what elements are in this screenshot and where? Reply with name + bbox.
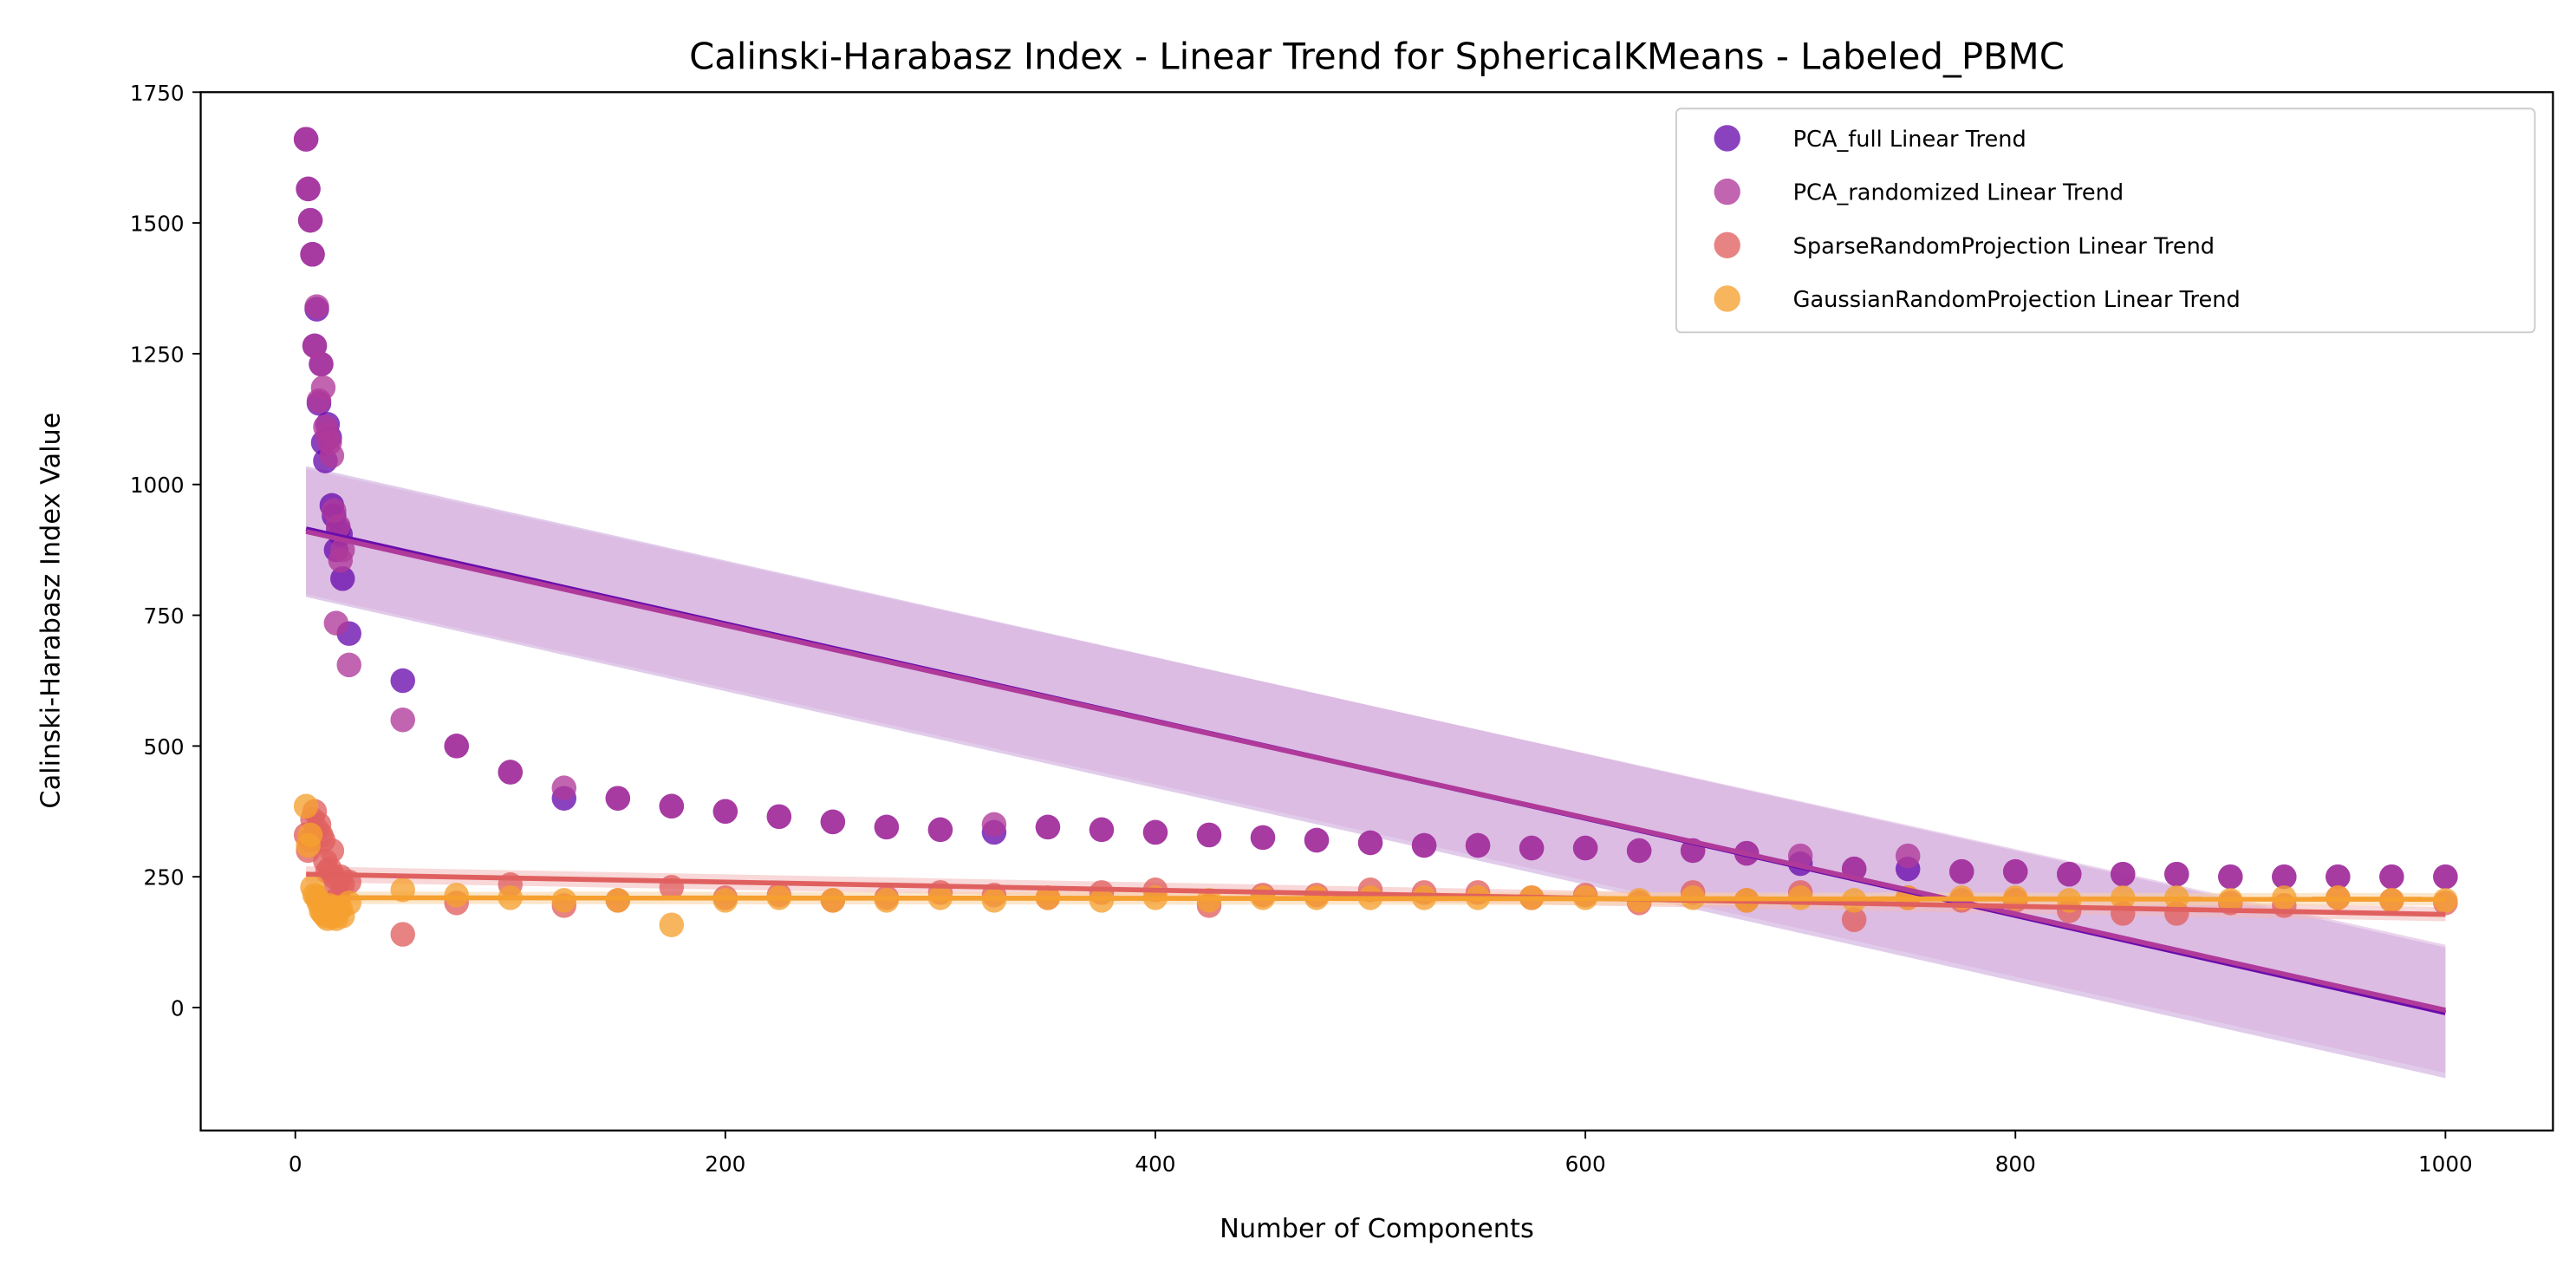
scatter-point	[390, 668, 415, 694]
scatter-point	[2326, 864, 2351, 890]
scatter-point	[1411, 832, 1437, 858]
x-tick-label: 0	[289, 1151, 302, 1177]
scatter-point	[1250, 825, 1276, 851]
y-tick-label: 250	[144, 865, 185, 890]
scatter-point	[712, 799, 738, 825]
scatter-point	[296, 176, 321, 202]
trend-line-2	[306, 871, 2446, 917]
scatter-point	[659, 912, 685, 937]
x-axis: 0 200 400 600 800 1000	[289, 1130, 2473, 1177]
legend-label: SparseRandomProjection Linear Trend	[1793, 233, 2215, 259]
scatter-point	[766, 804, 792, 830]
x-tick-label: 200	[705, 1151, 745, 1177]
y-axis: 0 250 500 750 1000 1250 1500 1750	[130, 81, 201, 1021]
scatter-point	[1841, 907, 1867, 932]
scatter-point	[293, 793, 319, 819]
scatter-point	[1142, 819, 1168, 845]
y-tick-label: 0	[171, 996, 185, 1021]
scatter-point	[323, 610, 349, 636]
scatter-point	[981, 812, 1007, 838]
scatter-point	[297, 207, 323, 233]
y-tick-label: 500	[144, 734, 185, 760]
y-tick-label: 1750	[130, 81, 185, 106]
legend-label: PCA_full Linear Trend	[1793, 127, 2026, 153]
x-axis-label: Number of Components	[1220, 1214, 1534, 1244]
scatter-point	[1626, 838, 1652, 864]
x-tick-label: 400	[1135, 1151, 1175, 1177]
scatter-point	[319, 443, 345, 468]
y-tick-label: 1250	[130, 342, 185, 367]
trend-line-1	[305, 529, 2446, 1013]
scatter-point	[2218, 864, 2243, 890]
legend-marker	[1714, 125, 1740, 152]
scatter-point	[1304, 827, 1330, 853]
scatter-point	[605, 786, 631, 811]
scatter-point	[1196, 822, 1222, 848]
legend: PCA_full Linear Trend PCA_randomized Line…	[1675, 108, 2536, 334]
scatter-point	[330, 566, 355, 591]
y-tick-label: 1000	[130, 473, 185, 498]
scatter-point	[297, 822, 323, 848]
trend-line-3	[306, 895, 2446, 902]
scatter-point	[1089, 817, 1115, 843]
scatter-point	[1948, 858, 1974, 884]
scatter-point	[444, 883, 469, 908]
scatter-point	[498, 760, 524, 785]
legend-label: GaussianRandomProjection Linear Trend	[1793, 287, 2241, 313]
scatter-point	[820, 809, 846, 835]
scatter-point	[2433, 888, 2458, 913]
scatter-point	[300, 242, 325, 267]
scatter-point	[659, 793, 685, 819]
scatter-point	[1895, 843, 1921, 869]
scatter-point	[310, 375, 336, 401]
plot-frame	[199, 91, 2554, 1132]
scatter-point	[1465, 832, 1491, 858]
scatter-point	[927, 817, 953, 843]
scatter-point	[390, 707, 415, 733]
scatter-point	[1519, 835, 1545, 861]
legend-marker	[1714, 232, 1740, 258]
scatter-point	[319, 838, 345, 864]
scatter-point	[2164, 861, 2189, 887]
scatter-point	[309, 351, 334, 377]
chart-title: Calinski-Harabasz Index - Linear Trend f…	[689, 36, 2065, 78]
legend-marker	[1714, 178, 1740, 205]
scatter-point	[1572, 835, 1598, 861]
scatter-point	[2433, 864, 2458, 890]
legend-label: PCA_randomized Linear Trend	[1793, 180, 2124, 206]
scatter-point	[2003, 858, 2028, 884]
scatter-point	[336, 890, 361, 916]
legend-box	[1675, 108, 2536, 334]
x-tick-label: 600	[1565, 1151, 1606, 1177]
y-axis-label: Calinski-Harabasz Index Value	[36, 413, 66, 809]
scatter-point	[2379, 864, 2404, 890]
plot-area	[293, 127, 2458, 1079]
scatter-point	[293, 127, 319, 152]
scatter-point	[2057, 861, 2082, 887]
scatter-point	[304, 294, 329, 319]
x-tick-label: 800	[1995, 1151, 2036, 1177]
scatter-point	[874, 814, 900, 840]
scatter-point	[1035, 814, 1061, 840]
scatter-point	[1357, 830, 1383, 856]
scatter-point	[444, 734, 469, 759]
legend-marker	[1714, 285, 1740, 312]
y-tick-label: 750	[144, 603, 185, 629]
scatter-point	[390, 922, 415, 947]
scatter-point	[336, 652, 361, 678]
scatter-point	[330, 537, 355, 563]
scatter-point	[551, 775, 577, 800]
y-tick-label: 1500	[130, 212, 185, 237]
scatter-point	[2272, 864, 2297, 890]
scatter-point	[2111, 861, 2136, 887]
x-tick-label: 1000	[2418, 1151, 2473, 1177]
